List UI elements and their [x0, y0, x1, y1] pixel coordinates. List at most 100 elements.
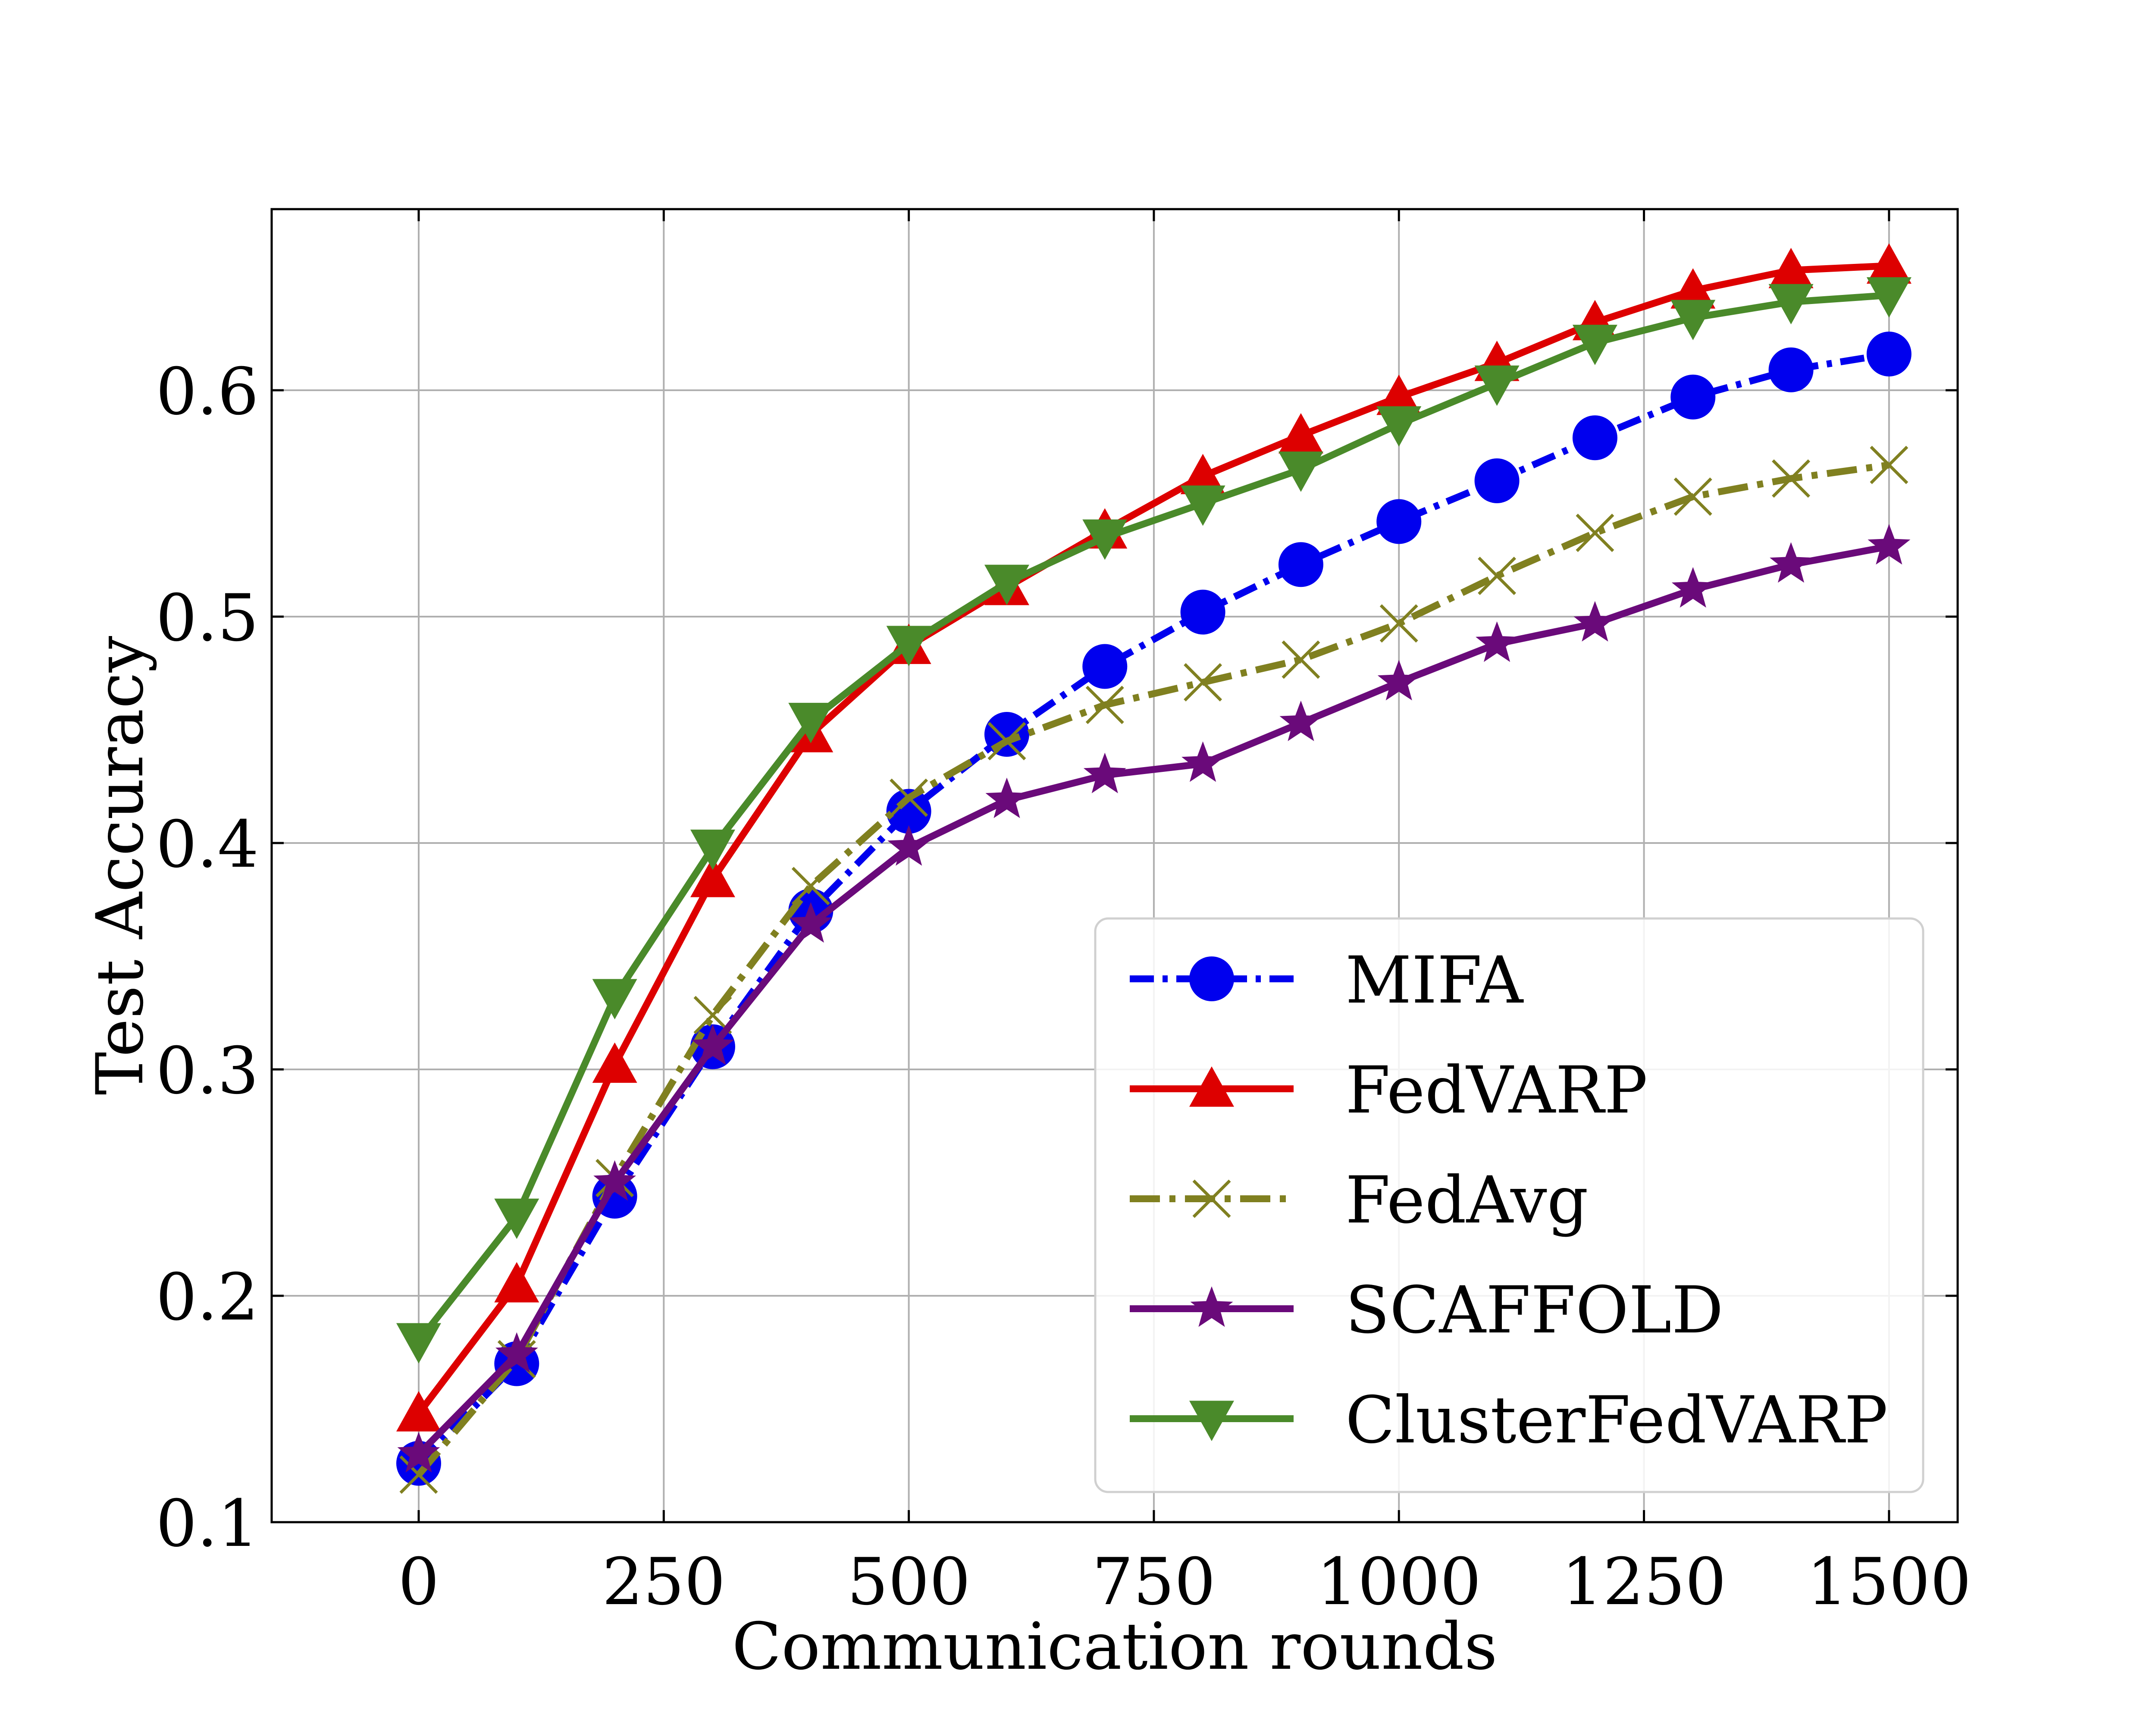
- data-point: [494, 1262, 539, 1303]
- data-point: [399, 1455, 438, 1494]
- data-point: [397, 1432, 440, 1473]
- data-point: [1180, 485, 1225, 526]
- legend-item: FedVARP: [1130, 1053, 1648, 1128]
- data-point: [1670, 300, 1716, 340]
- plot-frame: [270, 208, 1959, 1523]
- data-point: [1282, 640, 1320, 679]
- data-point: [1768, 284, 1814, 325]
- data-point: [985, 777, 1028, 818]
- series-line: [416, 291, 1890, 1343]
- data-point: [396, 1391, 441, 1432]
- data-point: [690, 857, 735, 897]
- series-line: [416, 543, 1890, 1457]
- legend-label: FedVARP: [1345, 1053, 1648, 1128]
- data-point: [788, 702, 834, 743]
- y-tick-label: 0.4: [156, 807, 259, 882]
- series-line: [416, 351, 1890, 1466]
- data-point: [1376, 374, 1422, 415]
- data-point: [1572, 415, 1617, 461]
- data-point: [592, 979, 637, 1019]
- data-point: [690, 829, 735, 870]
- data-point: [1768, 248, 1814, 288]
- data-point: [1572, 325, 1617, 365]
- data-point: [1082, 519, 1128, 560]
- data-point: [984, 564, 1029, 605]
- legend-marker: [1189, 1066, 1234, 1107]
- series-clusterfedvarp: [396, 277, 1912, 1363]
- series-scaffold: [397, 524, 1911, 1473]
- y-tick-label: 0.1: [156, 1486, 259, 1561]
- data-point: [1082, 644, 1128, 689]
- data-point: [1768, 347, 1814, 392]
- data-point: [984, 712, 1029, 757]
- data-point: [1866, 277, 1912, 318]
- data-point: [987, 722, 1026, 761]
- legend-item: MIFA: [1130, 943, 1524, 1018]
- data-point: [1673, 477, 1712, 516]
- x-tick-label: 1500: [1807, 1545, 1971, 1620]
- x-tick-label: 1000: [1316, 1545, 1481, 1620]
- y-tick-label: 0.5: [156, 581, 259, 656]
- data-point: [1474, 365, 1520, 406]
- data-point: [1180, 454, 1225, 495]
- data-point: [1083, 752, 1126, 793]
- data-point: [1670, 268, 1716, 309]
- data-point: [495, 1332, 538, 1373]
- x-tick-label: 1250: [1562, 1545, 1727, 1620]
- data-point: [494, 1198, 539, 1239]
- legend-marker: [1190, 1286, 1233, 1327]
- legend-label: FedAvg: [1345, 1163, 1589, 1238]
- legend-item: FedAvg: [1130, 1163, 1589, 1238]
- data-point: [1376, 406, 1422, 447]
- data-point: [886, 626, 931, 666]
- data-point: [1476, 621, 1518, 662]
- data-point: [1770, 542, 1812, 583]
- data-point: [890, 778, 928, 817]
- y-tick-label: 0.6: [156, 354, 259, 429]
- data-point: [1866, 332, 1912, 376]
- data-point: [1085, 686, 1124, 724]
- data-point: [592, 1042, 637, 1083]
- data-point: [1474, 458, 1520, 503]
- data-point: [396, 1323, 441, 1363]
- data-point: [1868, 524, 1911, 565]
- data-point: [1379, 604, 1418, 643]
- data-point: [593, 1160, 636, 1201]
- series-layer: [396, 243, 1912, 1494]
- legend-item: ClusterFedVARP: [1130, 1383, 1888, 1458]
- data-point: [887, 825, 931, 866]
- data-point: [1376, 499, 1422, 544]
- data-point: [789, 902, 832, 943]
- data-point: [1278, 413, 1323, 454]
- series-line: [416, 461, 1890, 1477]
- data-point: [691, 1024, 734, 1065]
- x-tick-label: 250: [602, 1545, 725, 1620]
- y-axis-label: Test Accuracy: [83, 636, 158, 1095]
- legend-label: MIFA: [1345, 943, 1524, 1018]
- data-point: [1279, 700, 1322, 741]
- legend-label: SCAFFOLD: [1345, 1273, 1724, 1348]
- data-point: [1478, 557, 1517, 595]
- x-axis-label: Communication rounds: [732, 1609, 1497, 1684]
- legend: MIFA FedVARP FedAvg SCAFFOLD ClusterFedVARP: [1094, 917, 1924, 1493]
- legend-marker: [1189, 956, 1234, 1001]
- data-point: [1671, 567, 1714, 608]
- data-point: [1870, 445, 1908, 484]
- y-tick-label: 0.2: [156, 1260, 259, 1335]
- legend-marker: [1192, 1179, 1231, 1218]
- x-tick-label: 500: [847, 1545, 970, 1620]
- x-tick-label: 750: [1092, 1545, 1216, 1620]
- data-point: [1278, 542, 1323, 587]
- data-point: [1184, 663, 1222, 702]
- data-point: [886, 789, 931, 834]
- axis-ticks: 0 250 500 750 1000 1250 1500 0.1 0.2 0.3 0.4 0.5 0.6: [156, 209, 1971, 1620]
- series-line: [416, 262, 1890, 1416]
- data-point: [1772, 459, 1811, 498]
- legend-marker: [1189, 1401, 1234, 1441]
- data-point: [1573, 601, 1617, 642]
- legend-box: [1094, 917, 1924, 1493]
- data-point: [791, 867, 830, 906]
- legend-item: SCAFFOLD: [1130, 1273, 1724, 1348]
